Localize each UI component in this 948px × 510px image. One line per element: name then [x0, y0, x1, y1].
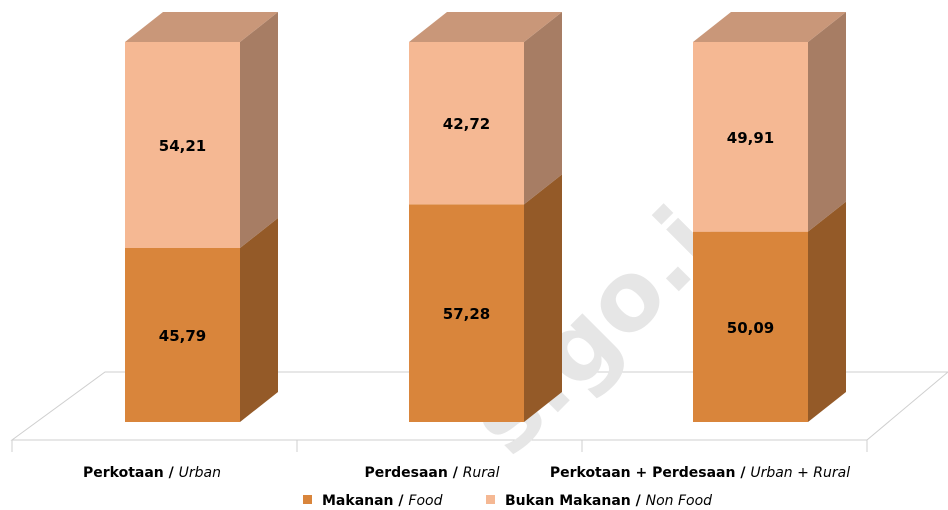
bar-front [409, 42, 524, 205]
bar-segment-nonfood-1 [409, 12, 562, 205]
data-label: 42,72 [443, 115, 490, 133]
bar-front [693, 231, 808, 422]
bar-top [125, 12, 278, 42]
legend-item-1: Bukan Makanan / Non Food [486, 493, 712, 509]
bar-segment-food-0 [125, 217, 278, 422]
category-label-0: Perkotaan / Urban [83, 465, 221, 481]
bar-top [693, 12, 846, 42]
bar-front [125, 247, 240, 422]
bar-segment-food-2 [693, 201, 846, 422]
category-labels: Perkotaan / Urban Perdesaan / Rural Perkot… [83, 465, 850, 481]
data-label: 49,91 [727, 129, 774, 147]
data-labels: 45,79 54,21 57,28 42,72 50,09 49,91 [159, 115, 774, 345]
bar-side [808, 12, 846, 232]
legend-swatch [303, 495, 312, 504]
bar-front [409, 204, 524, 422]
legend-label: Bukan Makanan / Non Food [505, 493, 712, 509]
data-label: 54,21 [159, 137, 206, 155]
legend-item-0: Makanan / Food [303, 493, 443, 509]
category-label-1: Perdesaan / Rural [364, 465, 499, 481]
category-label-2: Perkotaan + Perdesaan / Urban + Rural [550, 465, 850, 481]
bar-side [524, 12, 562, 205]
bar-side [240, 12, 278, 248]
data-label: 45,79 [159, 327, 206, 345]
bar-top [409, 12, 562, 42]
bar-side [524, 174, 562, 422]
legend-swatch [486, 495, 495, 504]
bars-layer [125, 12, 846, 422]
bar-front [125, 42, 240, 248]
bar-front [693, 42, 808, 232]
bar-side [808, 201, 846, 422]
bar-segment-food-1 [409, 174, 562, 422]
data-label: 50,09 [727, 319, 774, 337]
legend-label: Makanan / Food [322, 493, 443, 509]
bar-side [240, 217, 278, 422]
bar-segment-nonfood-0 [125, 12, 278, 248]
data-label: 57,28 [443, 305, 490, 323]
legend: Makanan / Food Bukan Makanan / Non Food [303, 493, 712, 509]
bar-segment-nonfood-2 [693, 12, 846, 232]
